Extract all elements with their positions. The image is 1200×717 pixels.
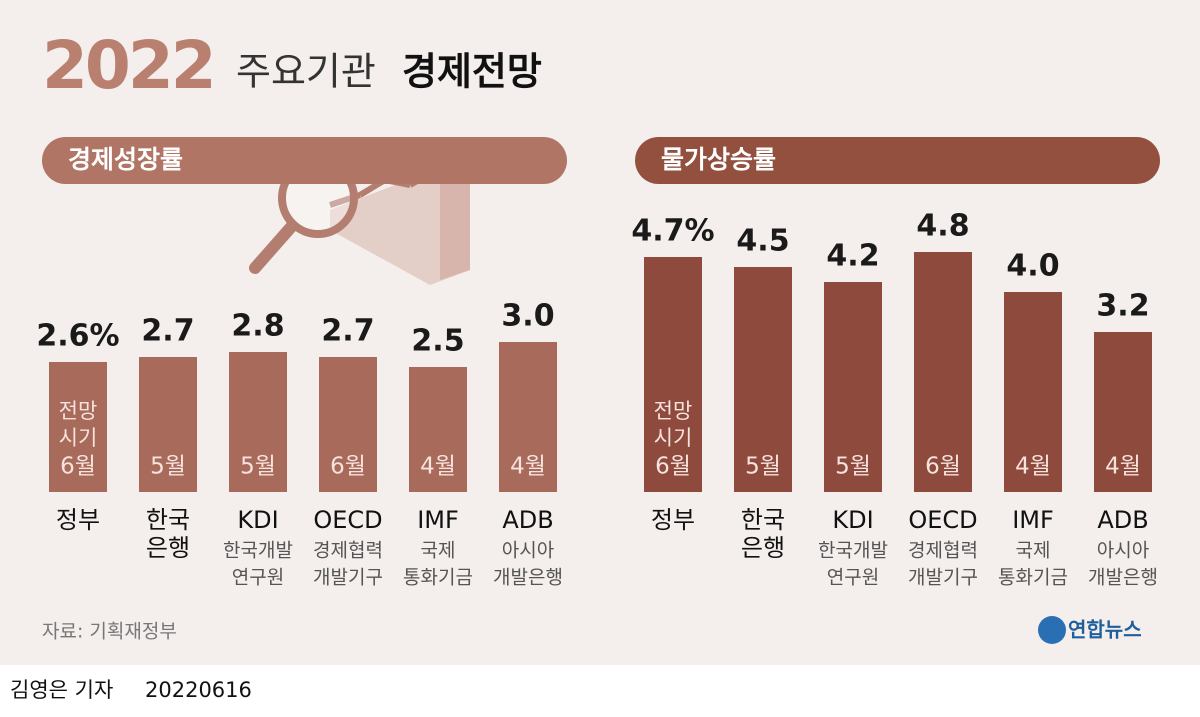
bar [1094, 332, 1152, 492]
background [0, 0, 1200, 665]
byline: 김영은 기자 [10, 678, 113, 702]
category-note: 국제 [421, 540, 456, 562]
category-note: 개발은행 [493, 567, 563, 589]
category-note: 연구원 [232, 567, 284, 589]
category-label: IMF [1012, 506, 1054, 534]
category-label: OECD [313, 506, 382, 534]
category-note: 국제 [1016, 540, 1051, 562]
category-label: ADB [1097, 506, 1148, 534]
category-note: 한국개발 [818, 540, 888, 562]
source: 자료: 기획재정부 [42, 621, 177, 643]
month-label: 4월 [1015, 454, 1051, 480]
date: 20220616 [145, 678, 252, 702]
category-label: 은행 [741, 534, 785, 562]
value-label: 2.6% [36, 319, 119, 354]
value-label: 4.8 [916, 209, 969, 244]
bar [824, 282, 882, 492]
value-label: 2.7 [141, 314, 194, 349]
month-label: 4월 [510, 454, 546, 480]
category-note: 통화기금 [998, 567, 1068, 589]
logo: 연합뉴스 [1068, 618, 1142, 642]
month-label: 6월 [925, 454, 961, 480]
month-label: 4월 [1105, 454, 1141, 480]
section-title: 경제성장률 [68, 145, 183, 174]
title-light: 주요기관 [236, 50, 376, 94]
month-caption: 시기 [654, 426, 693, 450]
category-note: 개발기구 [908, 567, 978, 589]
value-label: 3.2 [1096, 289, 1149, 324]
value-label: 3.0 [501, 299, 554, 334]
value-label: 4.7% [631, 214, 714, 249]
month-caption: 전망 [654, 399, 693, 423]
month-label: 5월 [150, 454, 186, 480]
bar [139, 357, 197, 492]
month-label: 6월 [330, 454, 366, 480]
bar [229, 352, 287, 492]
category-note: 연구원 [827, 567, 879, 589]
category-label: 정부 [651, 506, 695, 534]
value-label: 4.2 [826, 239, 879, 274]
category-label: 한국 [146, 506, 190, 534]
month-label: 5월 [240, 454, 276, 480]
category-label: 한국 [741, 506, 785, 534]
category-label: KDI [832, 506, 873, 534]
category-note: 한국개발 [223, 540, 293, 562]
category-label: IMF [417, 506, 459, 534]
bar [49, 362, 107, 492]
title-year: 2022 [42, 27, 214, 104]
category-label: 은행 [146, 534, 190, 562]
section-pill [42, 137, 567, 184]
value-label: 2.5 [411, 324, 464, 359]
value-label: 4.0 [1006, 249, 1059, 284]
category-note: 경제협력 [908, 540, 978, 562]
month-label: 6월 [655, 454, 691, 480]
section-title: 물가상승률 [661, 145, 776, 174]
bar [1004, 292, 1062, 492]
category-note: 개발은행 [1088, 567, 1158, 589]
category-note: 통화기금 [403, 567, 473, 589]
month-label: 6월 [60, 454, 96, 480]
category-label: OECD [908, 506, 977, 534]
value-label: 2.8 [231, 309, 284, 344]
category-note: 아시아 [1097, 540, 1149, 562]
category-label: KDI [237, 506, 278, 534]
bar [319, 357, 377, 492]
section-pill [635, 137, 1160, 184]
bar [914, 252, 972, 492]
category-note: 경제협력 [313, 540, 383, 562]
bar [499, 342, 557, 492]
category-label: ADB [502, 506, 553, 534]
bar [644, 257, 702, 492]
category-note: 개발기구 [313, 567, 383, 589]
value-label: 2.7 [321, 314, 374, 349]
category-note: 아시아 [502, 540, 554, 562]
month-label: 4월 [420, 454, 456, 480]
month-label: 5월 [745, 454, 781, 480]
bar [409, 367, 467, 492]
category-label: 정부 [56, 506, 100, 534]
bar [734, 267, 792, 492]
title-bold: 경제전망 [402, 50, 542, 94]
month-caption: 전망 [59, 399, 98, 423]
value-label: 4.5 [736, 224, 789, 259]
month-caption: 시기 [59, 426, 98, 450]
month-label: 5월 [835, 454, 871, 480]
logo-icon [1038, 616, 1066, 644]
